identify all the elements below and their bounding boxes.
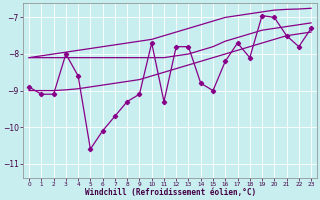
X-axis label: Windchill (Refroidissement éolien,°C): Windchill (Refroidissement éolien,°C) <box>84 188 256 197</box>
